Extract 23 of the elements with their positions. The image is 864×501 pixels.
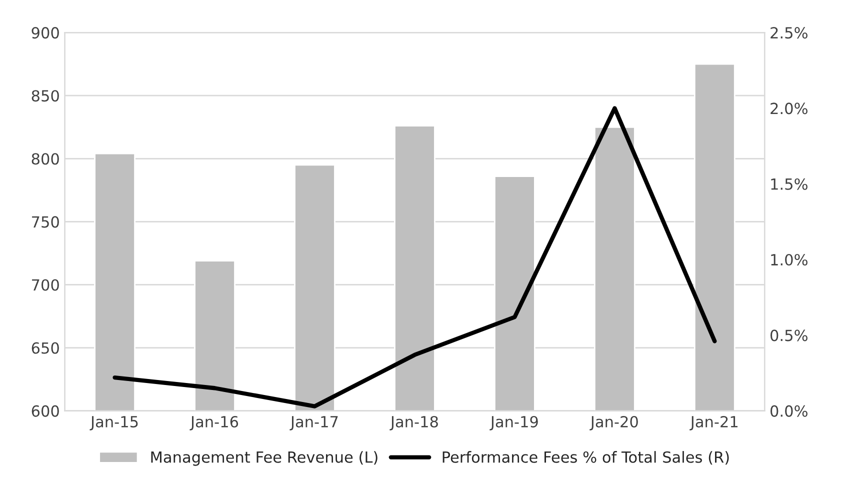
y2-tick-label: 2.0%: [770, 102, 808, 114]
y-tick-label: 750: [32, 216, 59, 228]
x-tick-label: Jan-15: [90, 416, 138, 430]
y2-tick-label: 1.0%: [771, 254, 808, 266]
y2-tick-label: 2.5%: [770, 27, 808, 39]
y-tick-label: 800: [32, 153, 59, 165]
y-tick-label: 900: [32, 27, 59, 39]
x-tick-label: Jan-20: [590, 416, 638, 430]
y2-tick-label: 0.5%: [770, 330, 808, 342]
y-tick-label: 650: [32, 342, 59, 354]
line-series: [112, 106, 717, 408]
legend-label: Management Fee Revenue (L): [151, 451, 378, 466]
x-tick-label: Jan-16: [190, 416, 238, 430]
y2-tick-label: 0.0%: [770, 405, 808, 417]
legend-label: Performance Fees % of Total Sales (R): [442, 451, 729, 465]
x-tick-label: Jan-17: [290, 416, 338, 430]
y-tick-label: 600: [32, 405, 59, 417]
x-tick-label: Jan-21: [690, 416, 738, 430]
y2-tick-label: 1.5%: [771, 178, 808, 190]
y-tick-label: 700: [32, 279, 59, 291]
x-tick-label: Jan-18: [390, 416, 438, 430]
y-tick-label: 850: [32, 90, 59, 102]
x-tick-label: Jan-19: [490, 416, 538, 430]
